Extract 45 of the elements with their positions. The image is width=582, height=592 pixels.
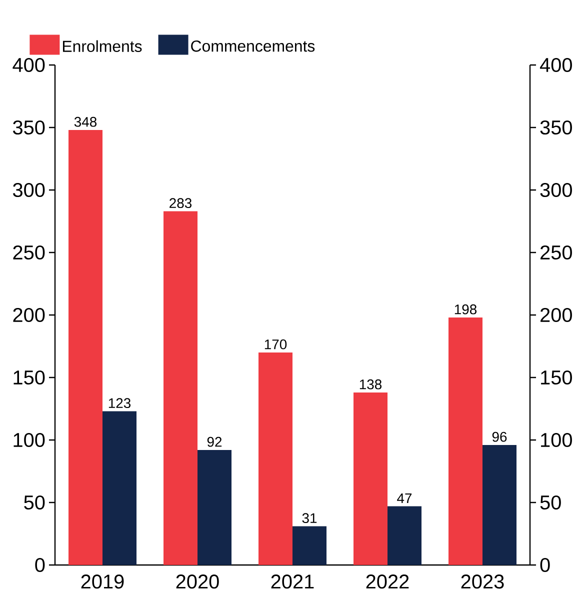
y-tick-label: 150 [14,370,45,385]
bar [448,317,482,565]
y-tick-label: 100 [14,432,45,448]
y2-tick-label: 300 [540,182,572,198]
x-tick-label: 2019 [81,574,124,589]
bar [102,411,136,565]
y2-tick-label: 400 [540,58,572,72]
y-tick-label: 300 [13,182,45,198]
bar [482,444,516,565]
y-tick-label: 400 [12,58,45,72]
bar [353,392,388,565]
data-label: 170 [264,339,287,350]
bar [387,506,422,565]
y2-tick-label: 250 [540,245,572,260]
y2-tick-label: 150 [541,370,572,385]
data-label: 96 [492,432,507,442]
x-tick-label: 2022 [366,574,409,589]
data-label: 92 [207,436,222,447]
y-tick-label: 50 [24,495,45,510]
y-tick-label: 350 [13,120,45,135]
bar [258,352,292,565]
data-label: 47 [397,493,412,504]
data-label: 198 [454,304,477,314]
data-label: 283 [170,198,192,208]
data-label: 31 [302,513,317,524]
x-tick-label: 2023 [461,574,504,589]
data-label: 123 [108,398,131,408]
y-tick-label: 200 [13,308,45,322]
y-tick-label: 250 [13,245,45,260]
y2-tick-label: 200 [540,308,572,322]
legend-label: Enrolments [62,40,142,52]
x-tick-label: 2021 [271,574,314,589]
bar [68,130,102,565]
bar [164,211,198,565]
y2-tick-label: 100 [541,432,572,448]
y2-tick-label: 0 [540,558,550,572]
y2-tick-label: 50 [540,495,561,510]
data-label: 348 [74,116,97,127]
legend-label: Commencements [191,40,315,52]
y-tick-label: 0 [35,558,45,572]
y2-tick-label: 350 [540,120,572,135]
bar [198,450,232,565]
x-tick-label: 2020 [176,574,219,589]
bar [292,526,326,565]
data-label: 138 [360,379,382,390]
